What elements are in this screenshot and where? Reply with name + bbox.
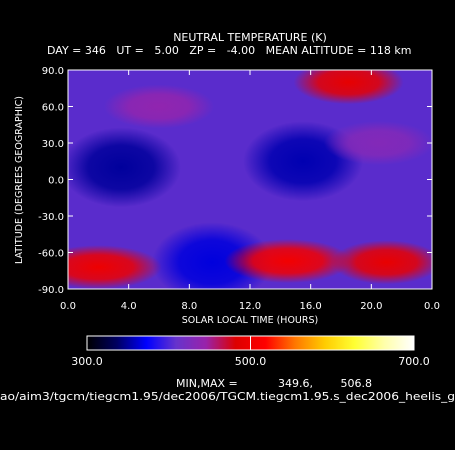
- y-tick-label: -90.0: [38, 285, 64, 296]
- colorbar-ticks: 300.0 500.0 700.0: [71, 336, 430, 368]
- y-tick-label: -60.0: [38, 249, 64, 260]
- x-tick-label: 0.0: [60, 301, 76, 312]
- x-tick-label: 8.0: [181, 301, 197, 312]
- heatmap-feature-cold: [68, 127, 182, 208]
- y-tick-label: 60.0: [42, 103, 64, 114]
- heatmap-feature-warm: [331, 240, 432, 285]
- y-tick-label: -30.0: [38, 212, 64, 223]
- minmax-label: MIN,MAX =: [176, 377, 238, 390]
- y-tick-label: 30.0: [42, 139, 64, 150]
- heatmap-features: [68, 70, 432, 289]
- chart-subtitle: DAY = 346 UT = 5.00 ZP = -4.00 MEAN ALTI…: [47, 44, 411, 57]
- y-tick-label: 0.0: [48, 176, 64, 187]
- chart-title: NEUTRAL TEMPERATURE (K): [173, 31, 327, 44]
- heatmap-feature-warm: [68, 245, 162, 289]
- colorbar-tick-label: 300.0: [71, 355, 103, 368]
- max-value: 506.8: [341, 377, 373, 390]
- x-tick-label: 4.0: [121, 301, 137, 312]
- y-axis: 90.0 60.0 30.0 0.0 -30.0 -60.0 -90.0: [38, 66, 432, 296]
- heatmap-feature-warm: [104, 84, 214, 129]
- heatmap-feature-warm: [224, 239, 352, 284]
- heatmap-plot-area: [68, 70, 432, 289]
- source-file-path: ao/aim3/tgcm/tiegcm1.95/dec2006/TGCM.tie…: [0, 390, 455, 403]
- min-value: 349.6,: [278, 377, 313, 390]
- colorbar-tick-label: 500.0: [235, 355, 267, 368]
- x-axis-label: SOLAR LOCAL TIME (HOURS): [182, 315, 318, 326]
- x-tick-label: 16.0: [300, 301, 322, 312]
- y-axis-label: LATITUDE (DEGREES GEOGRAPHIC): [14, 96, 25, 264]
- heatmap-feature-warm: [293, 70, 404, 105]
- x-tick-label: 20.0: [360, 301, 382, 312]
- x-tick-label: 12.0: [239, 301, 261, 312]
- y-tick-label: 90.0: [42, 66, 64, 77]
- heatmap-feature-warm: [323, 121, 432, 165]
- x-tick-label: 0.0: [424, 301, 440, 312]
- colorbar-tick-label: 700.0: [398, 355, 430, 368]
- x-axis: 0.0 4.0 8.0 12.0 16.0 20.0 0.0: [60, 70, 440, 312]
